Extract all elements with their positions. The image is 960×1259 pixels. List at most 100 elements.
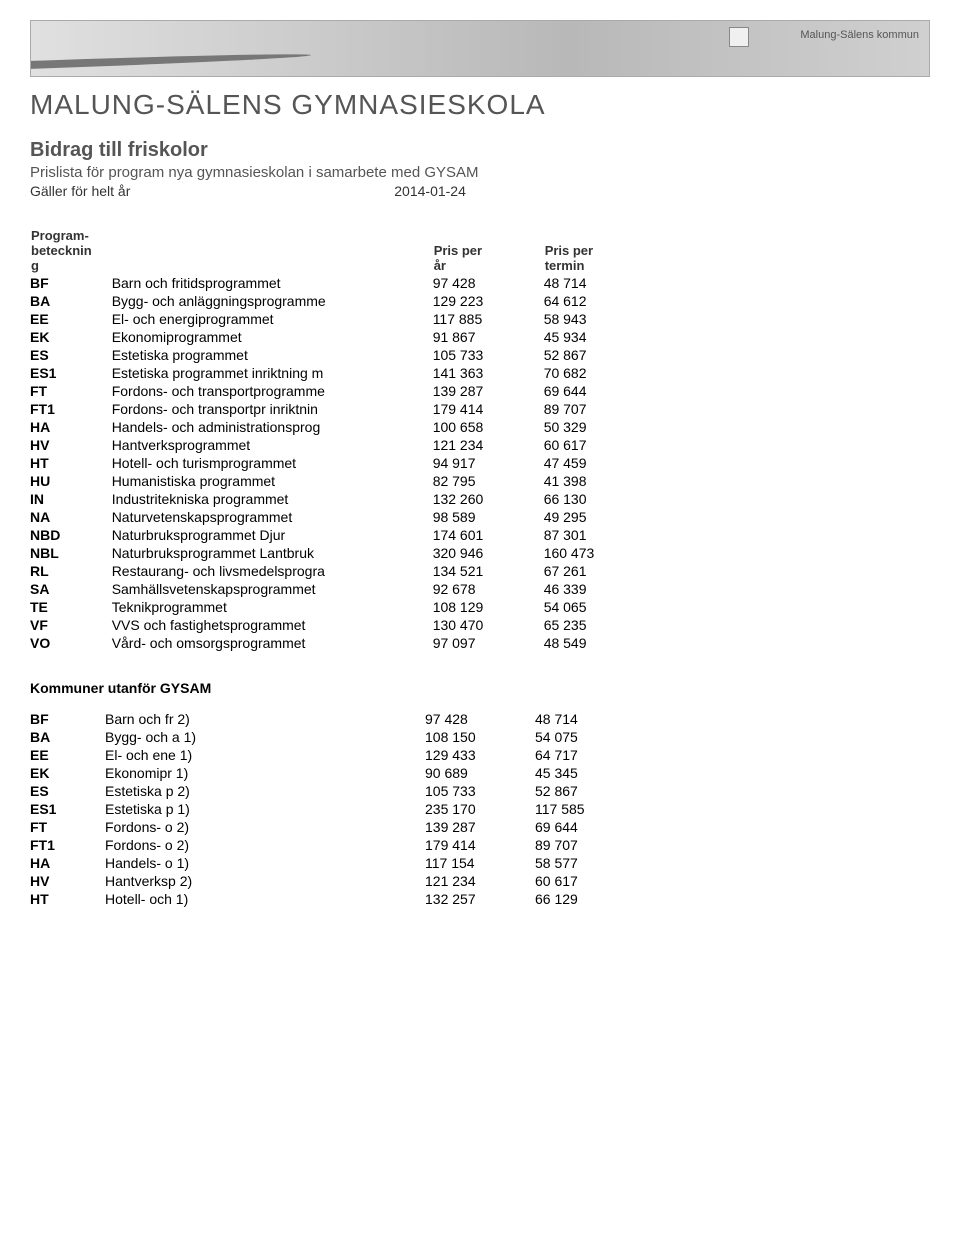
document-subtitle: Prislista för program nya gymnasieskolan… (30, 164, 930, 181)
table-row: ESEstetiska programmet105 73352 867 (30, 346, 655, 364)
cell-code: EK (30, 764, 105, 782)
cell-program-name: Ekonomiprogrammet (112, 328, 433, 346)
cell-price-term: 52 867 (544, 346, 655, 364)
cell-price-year: 179 414 (425, 836, 535, 854)
cell-program-name: Fordons- o 2) (105, 818, 425, 836)
cell-price-term: 50 329 (544, 418, 655, 436)
cell-price-year: 90 689 (425, 764, 535, 782)
cell-price-year: 129 223 (433, 292, 544, 310)
document-title: Bidrag till friskolor (30, 139, 930, 162)
table-row: VFVVS och fastighetsprogrammet130 47065 … (30, 616, 655, 634)
cell-program-name: Naturbruksprogrammet Djur (112, 526, 433, 544)
cell-code: HT (30, 454, 112, 472)
cell-price-term: 160 473 (544, 544, 655, 562)
table-row: FT1Fordons- och transportpr inriktnin179… (30, 400, 655, 418)
cell-program-name: Hantverksprogrammet (112, 436, 433, 454)
cell-program-name: Restaurang- och livsmedelsprogra (112, 562, 433, 580)
cell-program-name: Estetiska programmet (112, 346, 433, 364)
table-row: FTFordons- och transportprogramme139 287… (30, 382, 655, 400)
cell-price-year: 97 428 (425, 710, 535, 728)
cell-code: NBD (30, 526, 112, 544)
cell-program-name: Hantverksp 2) (105, 872, 425, 890)
cell-price-term: 45 345 (535, 764, 645, 782)
table-row: NBLNaturbruksprogrammet Lantbruk320 9461… (30, 544, 655, 562)
cell-price-year: 174 601 (433, 526, 544, 544)
cell-code: TE (30, 598, 112, 616)
cell-price-term: 64 717 (535, 746, 645, 764)
cell-program-name: Teknikprogrammet (112, 598, 433, 616)
cell-price-year: 117 154 (425, 854, 535, 872)
cell-price-year: 97 097 (433, 634, 544, 652)
table-row: HVHantverksprogrammet121 23460 617 (30, 436, 655, 454)
cell-code: HV (30, 872, 105, 890)
table-row: SASamhällsvetenskapsprogrammet92 67846 3… (30, 580, 655, 598)
cell-program-name: Industritekniska programmet (112, 490, 433, 508)
table-row: NBDNaturbruksprogrammet Djur174 60187 30… (30, 526, 655, 544)
cell-program-name: Bygg- och a 1) (105, 728, 425, 746)
table-row: HVHantverksp 2)121 23460 617 (30, 872, 645, 890)
cell-code: BF (30, 274, 112, 292)
table-row: HTHotell- och turismprogrammet94 91747 4… (30, 454, 655, 472)
table-row: EKEkonomiprogrammet91 86745 934 (30, 328, 655, 346)
cell-price-term: 87 301 (544, 526, 655, 544)
cell-price-year: 98 589 (433, 508, 544, 526)
cell-price-term: 54 075 (535, 728, 645, 746)
cell-price-year: 132 257 (425, 890, 535, 908)
cell-price-term: 60 617 (535, 872, 645, 890)
th-price-term: Pris per termin (544, 227, 655, 274)
cell-program-name: Handels- o 1) (105, 854, 425, 872)
cell-program-name: Naturvetenskapsprogrammet (112, 508, 433, 526)
cell-price-year: 117 885 (433, 310, 544, 328)
cell-price-year: 121 234 (425, 872, 535, 890)
cell-price-year: 130 470 (433, 616, 544, 634)
cell-price-year: 139 287 (433, 382, 544, 400)
cell-price-year: 139 287 (425, 818, 535, 836)
cell-program-name: Samhällsvetenskapsprogrammet (112, 580, 433, 598)
cell-program-name: Bygg- och anläggningsprogramme (112, 292, 433, 310)
cell-price-year: 320 946 (433, 544, 544, 562)
cell-price-year: 91 867 (433, 328, 544, 346)
program-price-table: Program- betecknin g Pris per år Pris pe… (30, 227, 655, 652)
table-row: VOVård- och omsorgsprogrammet97 09748 54… (30, 634, 655, 652)
cell-price-year: 105 733 (433, 346, 544, 364)
cell-price-term: 65 235 (544, 616, 655, 634)
cell-code: ES1 (30, 364, 112, 382)
table-row: ES1Estetiska p 1)235 170117 585 (30, 800, 645, 818)
th-code: Program- betecknin g (30, 227, 112, 274)
cell-price-year: 108 129 (433, 598, 544, 616)
cell-code: NBL (30, 544, 112, 562)
cell-code: HA (30, 418, 112, 436)
cell-program-name: El- och energiprogrammet (112, 310, 433, 328)
outside-gysam-table: BFBarn och fr 2)97 42848 714BABygg- och … (30, 710, 645, 908)
cell-price-term: 48 714 (544, 274, 655, 292)
cell-price-term: 66 130 (544, 490, 655, 508)
cell-code: FT (30, 818, 105, 836)
table-row: RLRestaurang- och livsmedelsprogra134 52… (30, 562, 655, 580)
cell-code: HT (30, 890, 105, 908)
cell-program-name: Fordons- och transportprogramme (112, 382, 433, 400)
cell-price-term: 60 617 (544, 436, 655, 454)
cell-price-term: 67 261 (544, 562, 655, 580)
section-heading-outside-gysam: Kommuner utanför GYSAM (30, 680, 930, 696)
cell-price-term: 48 549 (544, 634, 655, 652)
header-banner: Malung-Sälens kommun (30, 20, 930, 77)
cell-program-name: Naturbruksprogrammet Lantbruk (112, 544, 433, 562)
cell-code: HA (30, 854, 105, 872)
cell-price-year: 82 795 (433, 472, 544, 490)
cell-code: VO (30, 634, 112, 652)
cell-program-name: Estetiska programmet inriktning m (112, 364, 433, 382)
cell-price-term: 49 295 (544, 508, 655, 526)
cell-program-name: Hotell- och turismprogrammet (112, 454, 433, 472)
cell-code: SA (30, 580, 112, 598)
cell-price-term: 69 644 (535, 818, 645, 836)
banner-swoosh-graphic (31, 51, 311, 69)
banner-kommun-text: Malung-Sälens kommun (800, 29, 919, 41)
cell-price-term: 58 577 (535, 854, 645, 872)
cell-price-term: 89 707 (544, 400, 655, 418)
cell-price-year: 97 428 (433, 274, 544, 292)
cell-program-name: Barn och fritidsprogrammet (112, 274, 433, 292)
table-row: EEEl- och energiprogrammet117 88558 943 (30, 310, 655, 328)
cell-code: EE (30, 746, 105, 764)
cell-program-name: Estetiska p 2) (105, 782, 425, 800)
table-row: FTFordons- o 2)139 28769 644 (30, 818, 645, 836)
